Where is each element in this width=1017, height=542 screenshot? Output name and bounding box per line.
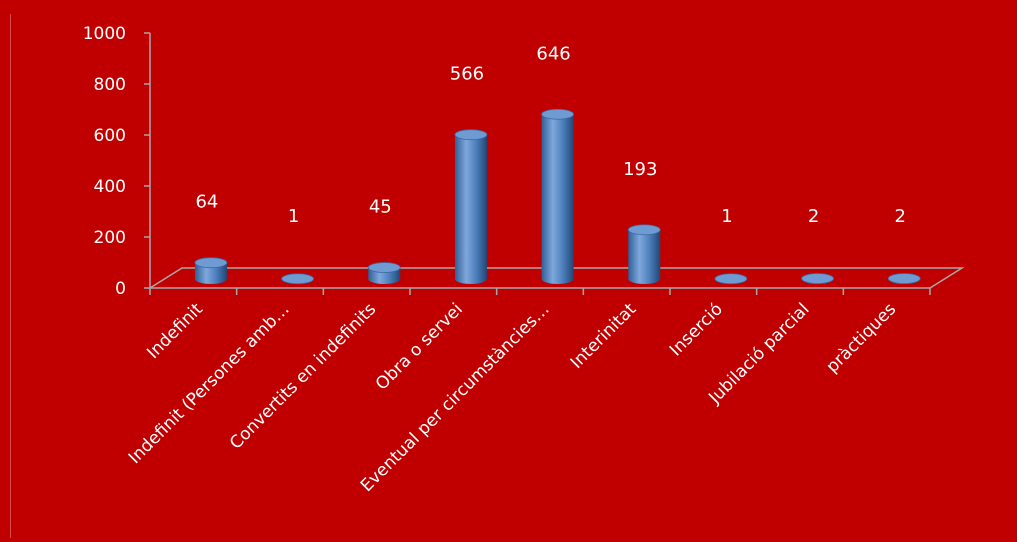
bar-2 bbox=[281, 273, 315, 285]
bar-top bbox=[367, 262, 401, 273]
bar-3 bbox=[367, 262, 401, 284]
data-label: 2 bbox=[895, 206, 906, 227]
data-label: 646 bbox=[536, 43, 570, 64]
bar-body bbox=[628, 229, 661, 284]
bar-top bbox=[627, 224, 661, 236]
bar-body bbox=[541, 114, 574, 285]
bar-8 bbox=[801, 273, 834, 284]
bar-top bbox=[714, 273, 748, 285]
bar-7 bbox=[714, 273, 748, 285]
category-label: pràctiques bbox=[823, 299, 901, 377]
bar-9 bbox=[887, 273, 921, 284]
category-label: Convertits en indefinits bbox=[226, 299, 380, 453]
data-label: 45 bbox=[369, 197, 392, 218]
labels: 64 Indefinit 1 Indefinit (Persones amb… 45 Co… bbox=[125, 43, 906, 496]
data-label: 1 bbox=[288, 206, 299, 227]
category-label: Obra o servei bbox=[372, 299, 467, 394]
category-label: Eventual per circumstàncies… bbox=[357, 299, 554, 496]
category-label: Indefinit bbox=[143, 299, 207, 363]
y-tick-label: 600 bbox=[94, 126, 126, 146]
bar-top bbox=[281, 273, 315, 285]
left-border-line bbox=[10, 14, 11, 538]
y-tick-label: 1000 bbox=[83, 24, 126, 44]
bar-1 bbox=[194, 257, 228, 284]
bar-5 bbox=[541, 108, 574, 285]
bars bbox=[194, 108, 921, 285]
y-tick-label: 200 bbox=[94, 228, 126, 248]
category-label: Interinitat bbox=[567, 299, 641, 373]
y-tick-label: 0 bbox=[115, 279, 126, 299]
bar-top bbox=[454, 129, 488, 141]
bar-top bbox=[801, 273, 834, 284]
category-label: Inserció bbox=[666, 299, 727, 360]
bar-top bbox=[541, 108, 574, 120]
data-label: 193 bbox=[623, 159, 657, 180]
bar-6 bbox=[627, 224, 661, 284]
bar-4 bbox=[454, 129, 488, 284]
bar-body bbox=[454, 134, 487, 284]
y-tick-label: 800 bbox=[94, 75, 126, 95]
data-label: 566 bbox=[450, 64, 484, 85]
y-tick-label: 400 bbox=[94, 177, 126, 197]
bar-body bbox=[194, 262, 227, 284]
bar-top bbox=[194, 257, 228, 269]
data-label: 64 bbox=[195, 192, 218, 213]
category-label: Indefinit (Persones amb… bbox=[125, 299, 294, 468]
data-label: 2 bbox=[808, 206, 819, 227]
data-label: 1 bbox=[721, 206, 732, 227]
bar-top bbox=[887, 273, 921, 284]
axes: 0 200 400 600 800 1000 bbox=[83, 24, 965, 299]
